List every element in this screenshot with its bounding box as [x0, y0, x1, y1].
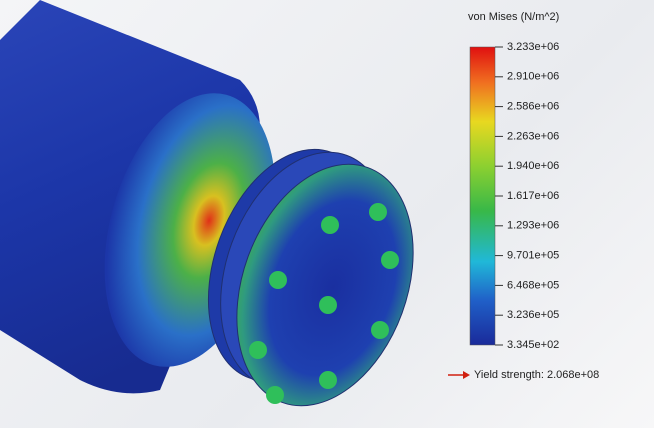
- tick-label: 1.940e+06: [507, 160, 559, 172]
- color-bar: [469, 46, 496, 346]
- tick-label: 1.293e+06: [507, 220, 559, 232]
- tick-label: 1.617e+06: [507, 190, 559, 202]
- tick-label: 2.586e+06: [507, 101, 559, 113]
- tick-label: 6.468e+05: [507, 279, 559, 291]
- tick-label: 2.910e+06: [507, 71, 559, 83]
- tick-label: 3.233e+06: [507, 41, 559, 53]
- tick-label: 2.263e+06: [507, 130, 559, 142]
- tick-label: 9.701e+05: [507, 250, 559, 262]
- legend-ticks: 3.233e+06 2.910e+06 2.586e+06 2.263e+06 1.94…: [495, 41, 559, 351]
- fixtures: [249, 203, 399, 404]
- yield-strength: Yield strength: 2.068e+08: [474, 369, 599, 381]
- arrow-head: [463, 371, 470, 379]
- tick-label: 3.345e+02: [507, 339, 559, 351]
- tick-label: 3.236e+05: [507, 309, 559, 321]
- end-face: [236, 163, 414, 407]
- legend-title: von Mises (N/m^2): [468, 11, 559, 23]
